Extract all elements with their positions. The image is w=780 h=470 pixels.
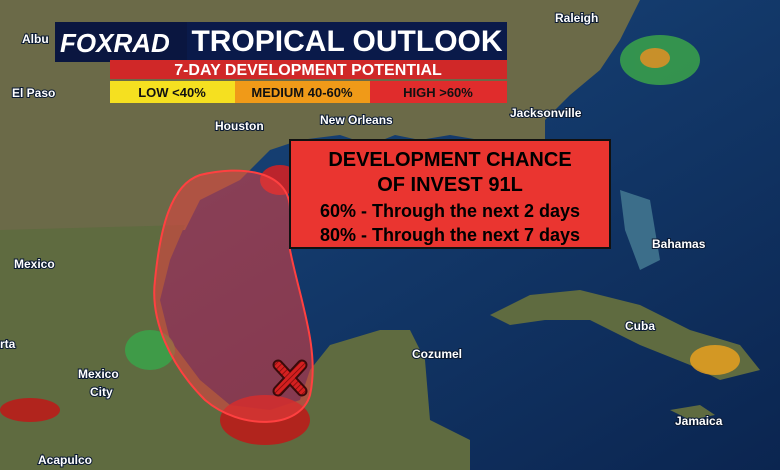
place-label: Raleigh bbox=[555, 11, 598, 25]
legend-swatch bbox=[110, 81, 235, 103]
callout-line: OF INVEST 91L bbox=[377, 174, 523, 196]
place-label: Jacksonville bbox=[510, 106, 582, 120]
place-label: Houston bbox=[215, 119, 264, 133]
logo: FOXRAD bbox=[60, 28, 170, 58]
logo-box bbox=[55, 22, 187, 62]
place-label: El Paso bbox=[12, 86, 55, 100]
callout-line: 80% - Through the next 7 days bbox=[320, 225, 580, 245]
subtitle: 7-DAY DEVELOPMENT POTENTIAL bbox=[174, 62, 442, 79]
place-label: Cuba bbox=[625, 319, 655, 333]
title: TROPICAL OUTLOOK bbox=[191, 25, 502, 58]
callout-line: 60% - Through the next 2 days bbox=[320, 201, 580, 221]
place-label: Bahamas bbox=[652, 237, 706, 251]
callout-box bbox=[289, 139, 611, 249]
legend-swatch bbox=[235, 81, 370, 103]
place-label: Cozumel bbox=[412, 347, 462, 361]
land-mexico bbox=[0, 225, 470, 470]
land-jamaica bbox=[670, 405, 715, 420]
place-label: Acapulco bbox=[38, 453, 92, 467]
legend-label: LOW <40% bbox=[138, 85, 206, 100]
center-x-fill bbox=[274, 361, 306, 395]
land-bahamas bbox=[620, 190, 660, 270]
title-bar bbox=[187, 22, 507, 60]
legend-label: HIGH >60% bbox=[403, 85, 473, 100]
place-label: Mexico bbox=[14, 257, 55, 271]
callout-line: DEVELOPMENT CHANCE bbox=[328, 149, 571, 171]
legend-label: MEDIUM 40-60% bbox=[251, 85, 353, 100]
place-label: Mexico bbox=[78, 367, 119, 381]
place-label: Albu bbox=[22, 32, 49, 46]
risk-area bbox=[153, 169, 314, 423]
subtitle-bar bbox=[110, 60, 507, 79]
place-label: New Orleans bbox=[320, 113, 393, 127]
place-label: Jamaica bbox=[675, 414, 723, 428]
place-label: City bbox=[90, 385, 113, 399]
legend-swatch bbox=[370, 81, 507, 103]
place-label: rta bbox=[0, 337, 16, 351]
